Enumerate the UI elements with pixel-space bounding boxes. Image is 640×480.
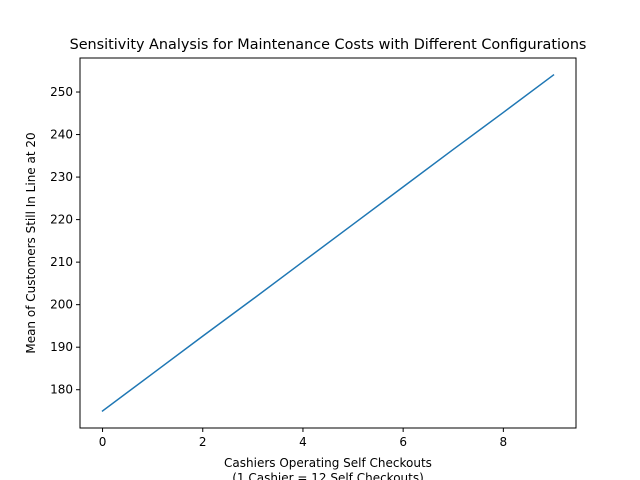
y-tick-label: 220: [50, 213, 73, 227]
y-axis-label: Mean of Customers Still In Line at 20: [24, 132, 38, 353]
x-tick-label: 2: [199, 435, 207, 449]
series-line: [101, 73, 555, 413]
x-tick-label: 6: [399, 435, 407, 449]
y-tick-label: 200: [50, 298, 73, 312]
chart-title: Sensitivity Analysis for Maintenance Cos…: [70, 37, 587, 53]
plot-area: [101, 73, 555, 413]
x-axis-label-line-2: (1 Cashier = 12 Self Checkouts): [232, 471, 424, 480]
axes-frame: [79, 57, 577, 429]
y-tick-label: 180: [50, 383, 73, 397]
y-tick-label: 250: [50, 85, 73, 99]
y-tick-label: 190: [50, 340, 73, 354]
y-tick-label: 230: [50, 170, 73, 184]
x-axis-label-line-1: Cashiers Operating Self Checkouts: [224, 456, 432, 470]
y-tick-label: 240: [50, 128, 73, 142]
x-tick-label: 4: [299, 435, 307, 449]
x-tick-label: 8: [500, 435, 508, 449]
y-axis-ticks: 180 190 200 210 220 230 240 250: [50, 85, 80, 397]
x-axis-ticks: 0 2 4 6 8: [99, 428, 507, 449]
x-tick-label: 0: [99, 435, 107, 449]
y-tick-label: 210: [50, 255, 73, 269]
